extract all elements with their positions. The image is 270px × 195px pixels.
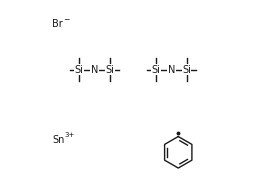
Text: N: N <box>91 65 98 75</box>
Text: Br: Br <box>52 20 63 29</box>
Text: Si: Si <box>105 65 114 75</box>
Text: Sn: Sn <box>52 135 65 145</box>
Text: 3+: 3+ <box>64 132 75 138</box>
Text: Si: Si <box>182 65 191 75</box>
Text: N: N <box>168 65 175 75</box>
Text: Si: Si <box>152 65 161 75</box>
Text: Si: Si <box>75 65 84 75</box>
Text: −: − <box>63 15 70 24</box>
